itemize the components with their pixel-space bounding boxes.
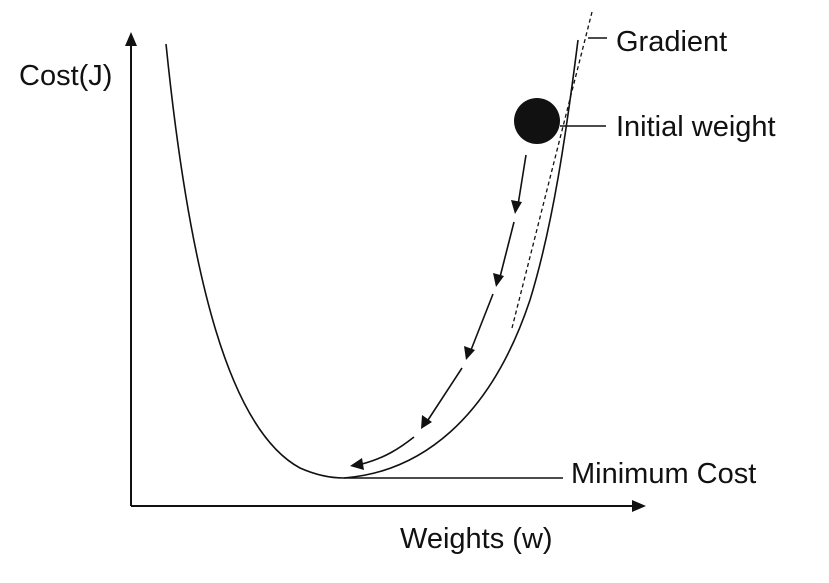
gradient-label: Gradient bbox=[616, 26, 727, 58]
x-axis-label: Weights (w) bbox=[400, 523, 553, 555]
descent-step-1 bbox=[517, 154, 527, 206]
gradient-tangent-line bbox=[511, 11, 593, 329]
axes bbox=[125, 32, 646, 512]
initial-weight-label: Initial weight bbox=[616, 111, 776, 143]
descent-arrow-4 bbox=[421, 415, 432, 429]
cost-curve bbox=[165, 39, 579, 479]
y-axis-label: Cost(J) bbox=[19, 60, 112, 92]
descent-arrow-2 bbox=[493, 273, 504, 287]
descent-step-2 bbox=[499, 221, 515, 278]
x-axis-arrowhead bbox=[632, 500, 646, 512]
initial-weight-ball bbox=[514, 98, 560, 144]
descent-step-3 bbox=[470, 293, 494, 351]
y-axis-arrowhead bbox=[125, 32, 137, 46]
minimum-cost-label: Minimum Cost bbox=[571, 458, 756, 490]
descent-step-5 bbox=[361, 436, 415, 465]
descent-arrow-3 bbox=[464, 346, 475, 360]
descent-path bbox=[350, 154, 527, 470]
descent-arrow-5 bbox=[350, 458, 364, 470]
descent-step-4 bbox=[427, 367, 463, 421]
descent-arrow-1 bbox=[511, 200, 522, 214]
